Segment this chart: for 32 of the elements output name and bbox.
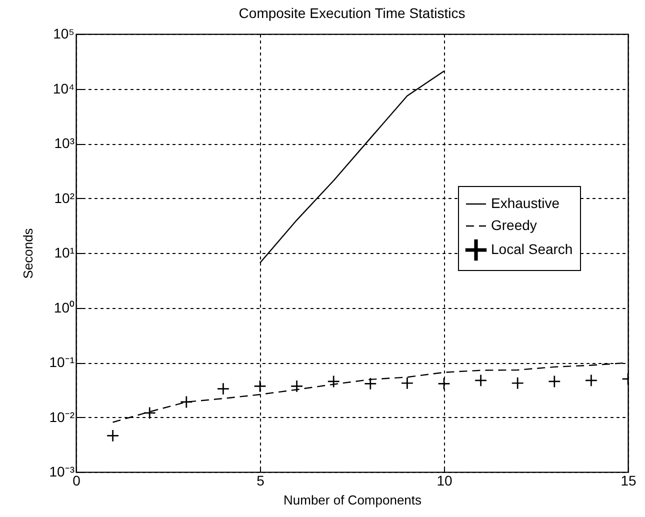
y-tick-label: 10⁵ bbox=[53, 26, 74, 42]
y-tick-label: 10⁴ bbox=[52, 80, 74, 96]
y-tick-label: 10⁰ bbox=[54, 299, 74, 316]
legend-label: Greedy bbox=[491, 217, 537, 233]
point bbox=[144, 407, 156, 419]
point bbox=[291, 380, 302, 392]
point bbox=[586, 374, 597, 386]
y-axis-title: Seconds bbox=[20, 228, 36, 279]
x-tick-label: 0 bbox=[72, 472, 81, 488]
point bbox=[218, 383, 229, 395]
y-tick-label: 10¹ bbox=[54, 244, 75, 260]
point bbox=[328, 376, 340, 388]
y-tick-label: 10³ bbox=[54, 135, 75, 151]
x-tick-label: 15 bbox=[620, 472, 636, 488]
x-tick-label: 10 bbox=[436, 472, 452, 488]
point bbox=[254, 380, 266, 392]
point bbox=[512, 377, 524, 389]
y-tick-label: 10² bbox=[54, 190, 75, 206]
x-tick-label: 5 bbox=[256, 472, 265, 488]
point bbox=[402, 377, 413, 389]
x-axis-title: Number of Components bbox=[283, 492, 422, 508]
legend-label: Exhaustive bbox=[491, 195, 560, 211]
y-tick-label: 10⁻² bbox=[49, 408, 75, 425]
point bbox=[364, 378, 376, 390]
chart-title: Composite Execution Time Statistics bbox=[238, 5, 466, 21]
point bbox=[548, 376, 560, 388]
point bbox=[107, 430, 118, 442]
point bbox=[475, 374, 486, 386]
y-tick-label: 10⁻¹ bbox=[49, 354, 75, 370]
legend-label: Local Search bbox=[491, 241, 573, 257]
point bbox=[438, 378, 450, 390]
point bbox=[180, 396, 192, 408]
